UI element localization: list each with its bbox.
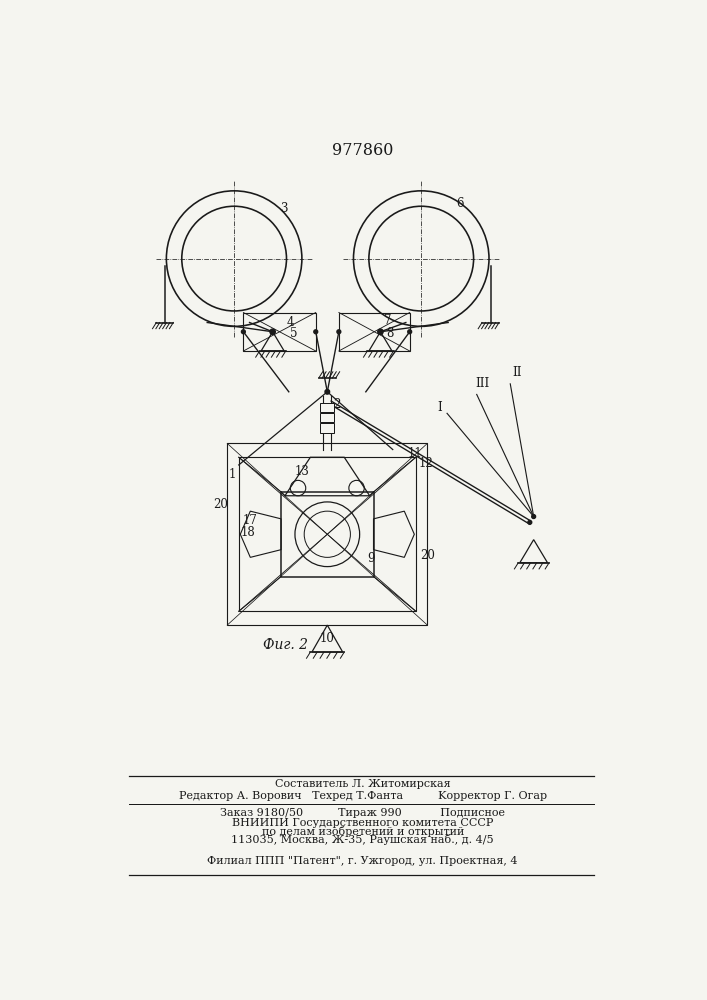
Text: II: II bbox=[513, 366, 522, 379]
Text: 7: 7 bbox=[385, 314, 392, 327]
Text: I: I bbox=[438, 401, 443, 414]
Circle shape bbox=[408, 330, 411, 334]
Text: 4: 4 bbox=[286, 316, 294, 329]
Text: 20: 20 bbox=[214, 498, 228, 512]
Circle shape bbox=[378, 329, 383, 334]
Text: 10: 10 bbox=[320, 632, 334, 645]
Circle shape bbox=[270, 329, 275, 334]
Bar bbox=[320, 413, 334, 422]
Text: 3: 3 bbox=[281, 202, 288, 215]
Text: 6: 6 bbox=[456, 197, 463, 210]
Circle shape bbox=[242, 330, 245, 334]
Bar bbox=[227, 443, 428, 625]
Text: Заказ 9180/50          Тираж 990           Подписное: Заказ 9180/50 Тираж 990 Подписное bbox=[220, 808, 506, 818]
Circle shape bbox=[314, 330, 317, 334]
Bar bbox=[281, 492, 373, 577]
Bar bbox=[320, 423, 334, 433]
Text: 5: 5 bbox=[290, 327, 297, 340]
Bar bbox=[320, 403, 334, 412]
Circle shape bbox=[337, 330, 341, 334]
Text: 17: 17 bbox=[243, 514, 257, 527]
Circle shape bbox=[528, 520, 532, 524]
Text: Составитель Л. Житомирская: Составитель Л. Житомирская bbox=[275, 779, 450, 789]
Text: по делам изобретений и открытий: по делам изобретений и открытий bbox=[262, 826, 464, 837]
Text: III: III bbox=[475, 377, 489, 390]
Text: 1: 1 bbox=[229, 468, 236, 481]
Text: Редактор А. Ворович   Техред Т.Фанта          Κорректор Г. Огар: Редактор А. Ворович Техред Т.Фанта Κорре… bbox=[179, 791, 547, 801]
Text: Фиг. 2: Фиг. 2 bbox=[263, 638, 308, 652]
Text: 11: 11 bbox=[407, 447, 422, 460]
Bar bbox=[339, 312, 409, 351]
Text: 113035, Москва, Ж-35, Раушская наб., д. 4/5: 113035, Москва, Ж-35, Раушская наб., д. … bbox=[231, 834, 494, 845]
Circle shape bbox=[325, 390, 329, 394]
Text: 2: 2 bbox=[334, 398, 341, 411]
Bar bbox=[239, 457, 416, 611]
Circle shape bbox=[532, 515, 536, 518]
Text: 9: 9 bbox=[368, 552, 375, 565]
Text: ВНИИПИ Государственного комитета СССР: ВНИИПИ Государственного комитета СССР bbox=[232, 818, 493, 828]
Bar bbox=[243, 312, 316, 351]
Text: 12: 12 bbox=[419, 457, 433, 470]
Text: 8: 8 bbox=[386, 327, 393, 340]
Text: 13: 13 bbox=[295, 465, 310, 478]
Text: 977860: 977860 bbox=[332, 142, 393, 159]
Text: 20: 20 bbox=[420, 549, 435, 562]
Text: Филиал ППП "Патент", г. Ужгород, ул. Проектная, 4: Филиал ППП "Патент", г. Ужгород, ул. Про… bbox=[207, 856, 518, 866]
Text: 18: 18 bbox=[241, 526, 256, 539]
